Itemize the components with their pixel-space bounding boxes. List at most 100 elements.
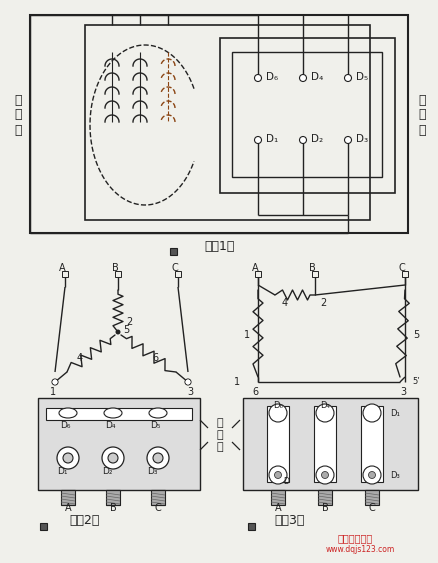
Circle shape [102, 447, 124, 469]
Circle shape [53, 379, 57, 385]
Ellipse shape [59, 408, 77, 418]
Text: D₄: D₄ [320, 400, 330, 409]
Text: D₄: D₄ [311, 72, 323, 82]
Circle shape [57, 447, 79, 469]
Circle shape [108, 453, 118, 463]
Text: D₆: D₆ [273, 400, 283, 409]
Bar [314, 406, 336, 482]
Text: C: C [172, 263, 178, 273]
Bar [318, 490, 332, 505]
Text: 图（3）: 图（3） [275, 515, 305, 528]
Circle shape [63, 453, 73, 463]
Bar [271, 490, 285, 505]
Circle shape [300, 74, 307, 82]
Ellipse shape [104, 408, 122, 418]
Text: 4: 4 [282, 298, 288, 308]
Bar [151, 490, 165, 505]
Bar [62, 271, 68, 277]
Circle shape [316, 466, 334, 484]
Circle shape [254, 74, 261, 82]
Text: 1: 1 [234, 377, 240, 387]
Bar [61, 490, 75, 505]
Text: D₁: D₁ [57, 467, 67, 476]
Text: D₃: D₃ [390, 471, 400, 480]
Circle shape [321, 471, 328, 479]
Bar [267, 406, 289, 482]
Circle shape [300, 136, 307, 144]
Text: 5: 5 [413, 330, 419, 340]
Bar [30, 15, 408, 233]
Text: B: B [321, 503, 328, 513]
Text: C: C [369, 503, 375, 513]
Bar [115, 271, 121, 277]
Text: B: B [112, 263, 118, 273]
Text: 电工技术之家: 电工技术之家 [337, 533, 373, 543]
Bar [248, 523, 255, 530]
Circle shape [368, 471, 375, 479]
Text: 6: 6 [152, 353, 158, 363]
Text: 2: 2 [320, 298, 326, 308]
Text: 3: 3 [400, 387, 406, 397]
Text: D₄: D₄ [105, 421, 115, 430]
Circle shape [316, 404, 334, 422]
Text: 1: 1 [244, 330, 250, 340]
Text: 3: 3 [187, 387, 193, 397]
Text: 接
线
板: 接 线 板 [217, 418, 223, 452]
Circle shape [52, 379, 58, 385]
Circle shape [345, 136, 352, 144]
Circle shape [275, 471, 282, 479]
Circle shape [116, 329, 120, 334]
Text: B: B [110, 503, 117, 513]
Text: A: A [252, 263, 258, 273]
Bar [243, 398, 418, 490]
Circle shape [269, 466, 287, 484]
Text: D₁: D₁ [266, 134, 278, 144]
Text: A: A [59, 263, 65, 273]
Text: D₂: D₂ [311, 134, 323, 144]
Text: 6: 6 [252, 387, 258, 397]
Bar [85, 25, 370, 220]
Bar [170, 248, 177, 255]
Circle shape [363, 466, 381, 484]
Text: 4: 4 [77, 353, 83, 363]
Text: A: A [275, 503, 281, 513]
Bar [175, 271, 181, 277]
Circle shape [147, 447, 169, 469]
Text: C: C [399, 263, 406, 273]
Text: D₂: D₂ [102, 467, 112, 476]
Circle shape [269, 404, 287, 422]
Bar [232, 52, 382, 177]
Text: www.dqjs123.com: www.dqjs123.com [325, 546, 395, 555]
Text: 5: 5 [123, 325, 129, 335]
Text: D₅: D₅ [356, 72, 368, 82]
Bar [38, 398, 200, 490]
Bar [220, 38, 395, 193]
Circle shape [345, 74, 352, 82]
Circle shape [186, 379, 191, 385]
Text: C: C [155, 503, 161, 513]
Text: 接
线
板: 接 线 板 [418, 93, 426, 136]
Bar [46, 408, 192, 420]
Text: 2: 2 [126, 317, 132, 327]
Circle shape [363, 404, 381, 422]
Text: 5’: 5’ [412, 378, 420, 387]
Text: A: A [65, 503, 71, 513]
Text: D₃: D₃ [356, 134, 368, 144]
Circle shape [254, 136, 261, 144]
Bar [365, 490, 379, 505]
Text: 电
动
机: 电 动 机 [14, 93, 22, 136]
Bar [361, 406, 383, 482]
Circle shape [153, 453, 163, 463]
Circle shape [185, 379, 191, 385]
Text: 图（1）: 图（1） [205, 240, 235, 253]
Text: D₅: D₅ [150, 421, 160, 430]
Bar [40, 523, 47, 530]
Text: D₃: D₃ [147, 467, 157, 476]
Bar [106, 490, 120, 505]
Text: 1: 1 [50, 387, 56, 397]
Ellipse shape [149, 408, 167, 418]
Text: B: B [309, 263, 315, 273]
Text: D₆: D₆ [60, 421, 70, 430]
Bar [402, 271, 408, 277]
Bar [312, 271, 318, 277]
